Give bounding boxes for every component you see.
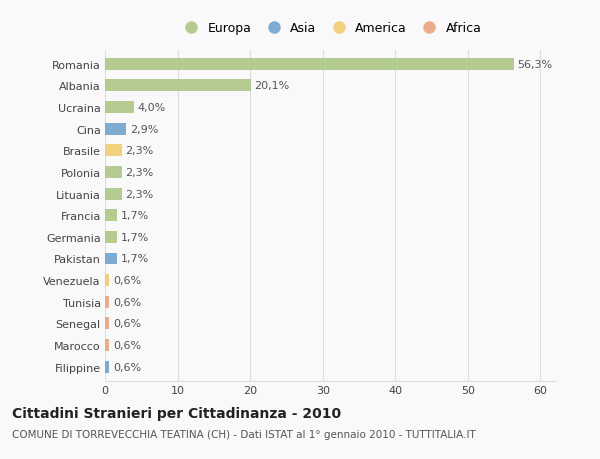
Bar <box>105 102 134 114</box>
Bar <box>105 188 122 200</box>
Text: 2,9%: 2,9% <box>130 124 158 134</box>
Text: 2,3%: 2,3% <box>125 168 154 178</box>
Text: COMUNE DI TORREVECCHIA TEATINA (CH) - Dati ISTAT al 1° gennaio 2010 - TUTTITALIA: COMUNE DI TORREVECCHIA TEATINA (CH) - Da… <box>12 429 476 439</box>
Text: 0,6%: 0,6% <box>113 297 141 307</box>
Text: 0,6%: 0,6% <box>113 275 141 285</box>
Bar <box>105 361 109 373</box>
Text: 0,6%: 0,6% <box>113 340 141 350</box>
Text: 2,3%: 2,3% <box>125 146 154 156</box>
Bar <box>105 253 118 265</box>
Bar <box>105 59 514 71</box>
Text: 0,6%: 0,6% <box>113 362 141 372</box>
Text: 56,3%: 56,3% <box>517 60 553 69</box>
Text: 4,0%: 4,0% <box>137 103 166 113</box>
Bar <box>105 167 122 179</box>
Bar <box>105 210 118 222</box>
Legend: Europa, Asia, America, Africa: Europa, Asia, America, Africa <box>176 20 484 38</box>
Bar <box>105 339 109 351</box>
Text: 1,7%: 1,7% <box>121 232 149 242</box>
Bar <box>105 318 109 330</box>
Bar <box>105 231 118 243</box>
Text: 0,6%: 0,6% <box>113 319 141 329</box>
Bar <box>105 123 126 135</box>
Bar <box>105 296 109 308</box>
Bar <box>105 274 109 286</box>
Text: Cittadini Stranieri per Cittadinanza - 2010: Cittadini Stranieri per Cittadinanza - 2… <box>12 406 341 420</box>
Bar <box>105 80 251 92</box>
Text: 1,7%: 1,7% <box>121 254 149 264</box>
Text: 2,3%: 2,3% <box>125 189 154 199</box>
Text: 1,7%: 1,7% <box>121 211 149 221</box>
Bar <box>105 145 122 157</box>
Text: 20,1%: 20,1% <box>254 81 290 91</box>
